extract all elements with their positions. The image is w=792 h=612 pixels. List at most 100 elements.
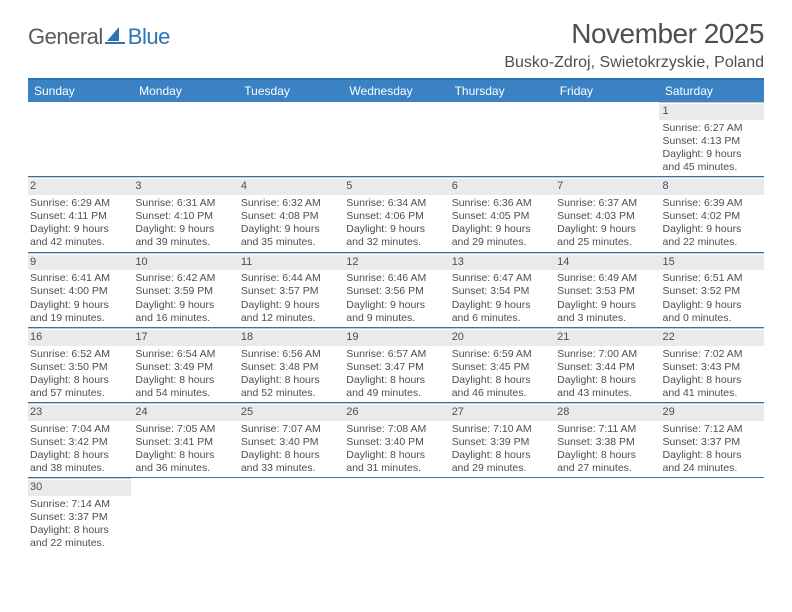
empty-cell <box>342 478 447 552</box>
sunset-line: Sunset: 3:57 PM <box>241 285 338 298</box>
day-number: 3 <box>131 179 236 195</box>
day-number: 10 <box>131 255 236 271</box>
sunset-line: Sunset: 3:40 PM <box>346 436 443 449</box>
dow-cell: Friday <box>554 80 659 102</box>
daylight-line: Daylight: 8 hours and 27 minutes. <box>557 449 654 475</box>
day-cell: 27Sunrise: 7:10 AMSunset: 3:39 PMDayligh… <box>448 403 553 477</box>
sunrise-line: Sunrise: 6:39 AM <box>663 197 760 210</box>
daylight-line: Daylight: 8 hours and 29 minutes. <box>452 449 549 475</box>
sunset-line: Sunset: 3:43 PM <box>663 361 760 374</box>
day-cell: 20Sunrise: 6:59 AMSunset: 3:45 PMDayligh… <box>448 328 553 402</box>
daylight-line: Daylight: 9 hours and 42 minutes. <box>30 223 127 249</box>
day-cell: 6Sunrise: 6:36 AMSunset: 4:05 PMDaylight… <box>448 177 553 251</box>
week-row: 2Sunrise: 6:29 AMSunset: 4:11 PMDaylight… <box>28 177 764 252</box>
sunset-line: Sunset: 3:40 PM <box>241 436 338 449</box>
dow-cell: Monday <box>133 80 238 102</box>
day-cell: 4Sunrise: 6:32 AMSunset: 4:08 PMDaylight… <box>237 177 342 251</box>
sunrise-line: Sunrise: 6:47 AM <box>452 272 549 285</box>
day-number: 30 <box>28 480 131 496</box>
sunset-line: Sunset: 3:56 PM <box>346 285 443 298</box>
day-cell: 25Sunrise: 7:07 AMSunset: 3:40 PMDayligh… <box>237 403 342 477</box>
day-number: 25 <box>237 405 342 421</box>
sunrise-line: Sunrise: 7:05 AM <box>135 423 232 436</box>
day-cell: 1Sunrise: 6:27 AMSunset: 4:13 PMDaylight… <box>659 102 764 176</box>
dow-row: SundayMondayTuesdayWednesdayThursdayFrid… <box>28 80 764 102</box>
day-cell: 18Sunrise: 6:56 AMSunset: 3:48 PMDayligh… <box>237 328 342 402</box>
logo-text-general: General <box>28 24 103 50</box>
day-number: 5 <box>342 179 447 195</box>
page: General Blue November 2025 Busko-Zdroj, … <box>0 0 792 553</box>
daylight-line: Daylight: 8 hours and 57 minutes. <box>30 374 127 400</box>
day-number: 28 <box>553 405 658 421</box>
daylight-line: Daylight: 8 hours and 49 minutes. <box>346 374 443 400</box>
sunrise-line: Sunrise: 6:57 AM <box>346 348 443 361</box>
day-number: 15 <box>659 255 764 271</box>
empty-cell <box>342 102 447 176</box>
daylight-line: Daylight: 8 hours and 33 minutes. <box>241 449 338 475</box>
daylight-line: Daylight: 9 hours and 45 minutes. <box>663 148 760 174</box>
sunrise-line: Sunrise: 7:02 AM <box>663 348 760 361</box>
day-number: 2 <box>28 179 131 195</box>
day-number: 20 <box>448 330 553 346</box>
day-number: 27 <box>448 405 553 421</box>
daylight-line: Daylight: 9 hours and 16 minutes. <box>135 299 232 325</box>
sunset-line: Sunset: 3:50 PM <box>30 361 127 374</box>
daylight-line: Daylight: 9 hours and 0 minutes. <box>663 299 760 325</box>
week-row: 16Sunrise: 6:52 AMSunset: 3:50 PMDayligh… <box>28 328 764 403</box>
day-number: 11 <box>237 255 342 271</box>
day-cell: 23Sunrise: 7:04 AMSunset: 3:42 PMDayligh… <box>28 403 131 477</box>
day-cell: 14Sunrise: 6:49 AMSunset: 3:53 PMDayligh… <box>553 253 658 327</box>
sunset-line: Sunset: 3:47 PM <box>346 361 443 374</box>
dow-cell: Tuesday <box>238 80 343 102</box>
daylight-line: Daylight: 8 hours and 41 minutes. <box>663 374 760 400</box>
daylight-line: Daylight: 8 hours and 24 minutes. <box>663 449 760 475</box>
empty-cell <box>237 102 342 176</box>
day-number: 16 <box>28 330 131 346</box>
sunrise-line: Sunrise: 6:49 AM <box>557 272 654 285</box>
day-number: 6 <box>448 179 553 195</box>
day-number: 13 <box>448 255 553 271</box>
sunset-line: Sunset: 3:37 PM <box>663 436 760 449</box>
empty-cell <box>448 478 553 552</box>
week-row: 1Sunrise: 6:27 AMSunset: 4:13 PMDaylight… <box>28 102 764 177</box>
daylight-line: Daylight: 9 hours and 32 minutes. <box>346 223 443 249</box>
sunrise-line: Sunrise: 6:59 AM <box>452 348 549 361</box>
daylight-line: Daylight: 9 hours and 25 minutes. <box>557 223 654 249</box>
sunrise-line: Sunrise: 6:54 AM <box>135 348 232 361</box>
day-cell: 8Sunrise: 6:39 AMSunset: 4:02 PMDaylight… <box>659 177 764 251</box>
week-row: 30Sunrise: 7:14 AMSunset: 3:37 PMDayligh… <box>28 478 764 552</box>
day-cell: 19Sunrise: 6:57 AMSunset: 3:47 PMDayligh… <box>342 328 447 402</box>
sunset-line: Sunset: 3:37 PM <box>30 511 127 524</box>
sunset-line: Sunset: 3:39 PM <box>452 436 549 449</box>
day-number: 26 <box>342 405 447 421</box>
month-title: November 2025 <box>504 18 764 50</box>
sunrise-line: Sunrise: 6:51 AM <box>663 272 760 285</box>
dow-cell: Saturday <box>659 80 764 102</box>
sunset-line: Sunset: 4:06 PM <box>346 210 443 223</box>
sunrise-line: Sunrise: 6:46 AM <box>346 272 443 285</box>
daylight-line: Daylight: 9 hours and 22 minutes. <box>663 223 760 249</box>
sunset-line: Sunset: 3:59 PM <box>135 285 232 298</box>
day-number: 22 <box>659 330 764 346</box>
dow-cell: Thursday <box>449 80 554 102</box>
daylight-line: Daylight: 9 hours and 19 minutes. <box>30 299 127 325</box>
daylight-line: Daylight: 8 hours and 54 minutes. <box>135 374 232 400</box>
day-cell: 3Sunrise: 6:31 AMSunset: 4:10 PMDaylight… <box>131 177 236 251</box>
day-cell: 5 Sunrise: 6:34 AMSunset: 4:06 PMDaylight… <box>342 177 447 251</box>
sunrise-line: Sunrise: 6:44 AM <box>241 272 338 285</box>
dow-cell: Sunday <box>28 80 133 102</box>
day-cell: 30Sunrise: 7:14 AMSunset: 3:37 PMDayligh… <box>28 478 131 552</box>
calendar: SundayMondayTuesdayWednesdayThursdayFrid… <box>28 78 764 553</box>
sunset-line: Sunset: 3:52 PM <box>663 285 760 298</box>
daylight-line: Daylight: 8 hours and 31 minutes. <box>346 449 443 475</box>
daylight-line: Daylight: 8 hours and 46 minutes. <box>452 374 549 400</box>
logo: General Blue <box>28 24 170 50</box>
day-cell: 26Sunrise: 7:08 AMSunset: 3:40 PMDayligh… <box>342 403 447 477</box>
empty-cell <box>131 478 236 552</box>
daylight-line: Daylight: 9 hours and 39 minutes. <box>135 223 232 249</box>
day-number: 14 <box>553 255 658 271</box>
day-cell: 10Sunrise: 6:42 AMSunset: 3:59 PMDayligh… <box>131 253 236 327</box>
sunrise-line: Sunrise: 6:34 AM <box>346 197 443 210</box>
sunset-line: Sunset: 3:38 PM <box>557 436 654 449</box>
daylight-line: Daylight: 9 hours and 12 minutes. <box>241 299 338 325</box>
